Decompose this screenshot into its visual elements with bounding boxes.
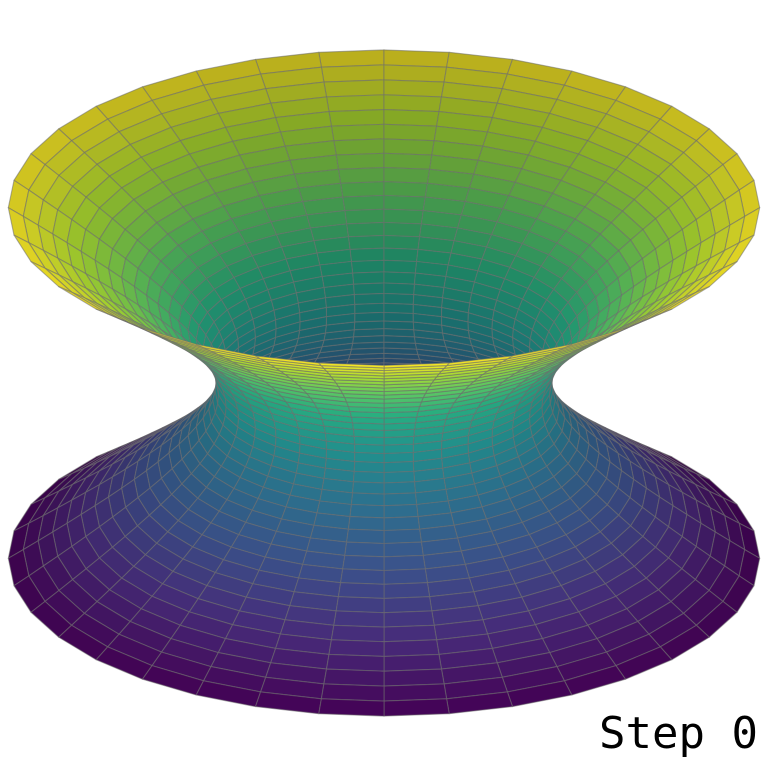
surface-facet — [383, 302, 414, 315]
surface-facet — [383, 470, 416, 484]
surface-facet — [383, 568, 428, 585]
surface-facet — [323, 668, 385, 687]
surface-facet — [330, 624, 385, 643]
surface-facet — [383, 49, 450, 68]
surface-facet — [383, 271, 416, 285]
surface-facet — [333, 138, 385, 156]
surface-facet — [383, 208, 424, 225]
surface-facet — [342, 194, 385, 212]
surface-facet — [383, 610, 435, 628]
surface-facet — [383, 698, 450, 717]
surface-facet — [346, 528, 385, 545]
surface-facet — [349, 247, 385, 263]
surface-facet — [344, 208, 385, 225]
surface-facet — [383, 152, 433, 170]
surface-facet — [335, 152, 385, 170]
surface-facet — [383, 123, 438, 142]
surface-facet — [383, 541, 424, 558]
surface-facet — [320, 683, 385, 702]
surface-facet — [344, 541, 385, 558]
surface-facet — [328, 109, 385, 127]
surface-facet — [325, 653, 385, 672]
surface-facet — [383, 247, 419, 263]
surface-facet — [323, 79, 385, 98]
surface-facet — [383, 234, 421, 250]
surface-facet — [383, 167, 431, 184]
surface-facet — [383, 492, 418, 507]
surface-facet — [383, 311, 414, 323]
surface-facet — [350, 492, 385, 507]
surface-facet — [383, 79, 445, 98]
surface-facet — [350, 259, 385, 274]
surface-facet — [383, 282, 416, 296]
surface-facet — [328, 639, 385, 657]
surface-facet — [352, 282, 385, 296]
surface-facet — [354, 311, 385, 323]
surface-facet — [340, 181, 385, 198]
surface-facet — [383, 194, 426, 212]
step-label: Step 0 — [599, 708, 758, 759]
surface-facet — [383, 181, 428, 198]
surface-facet — [383, 94, 443, 113]
surface-facet — [349, 503, 385, 519]
surface-facet — [354, 302, 385, 315]
surface-facet — [352, 470, 385, 484]
surface-facet — [383, 138, 435, 156]
surface-facet — [383, 516, 421, 532]
surface-facet — [353, 461, 385, 474]
surface-facet — [383, 582, 431, 599]
surface-facet — [383, 64, 448, 83]
surface-facet — [383, 292, 415, 305]
surface-facet — [347, 234, 385, 250]
surface-facet — [352, 271, 385, 285]
surface-facet — [347, 516, 385, 532]
surface-facet — [383, 624, 438, 643]
surface-facet — [318, 49, 385, 68]
surface-facet — [383, 481, 416, 495]
surface-facet — [383, 221, 422, 238]
surface-facet — [333, 610, 385, 628]
surface-facet — [383, 109, 440, 127]
surface-facet — [346, 221, 385, 238]
surface-facet — [383, 639, 440, 657]
surface-facet — [318, 698, 385, 717]
surface-facet — [352, 481, 385, 495]
surface-facet — [353, 292, 385, 305]
surface-facet — [383, 653, 443, 672]
surface-facet — [318, 362, 385, 369]
surface-facet — [383, 451, 414, 464]
surface-facet — [383, 668, 445, 687]
surface-facet — [383, 683, 448, 702]
surface-facet — [335, 596, 385, 614]
surface-facet — [354, 451, 385, 464]
surface-facet — [383, 503, 419, 519]
surface-facet — [342, 554, 385, 572]
surface-facet — [340, 568, 385, 585]
surface-facet — [383, 461, 415, 474]
surface-facet — [337, 582, 385, 599]
surface-facet — [320, 64, 385, 83]
surface-facet — [325, 94, 385, 113]
surface-facet — [337, 167, 385, 184]
surface-facet — [330, 123, 385, 142]
surface-facet — [383, 596, 433, 614]
surface-facet — [383, 259, 418, 274]
surface-facet — [383, 528, 422, 545]
surface-facet — [383, 554, 426, 572]
